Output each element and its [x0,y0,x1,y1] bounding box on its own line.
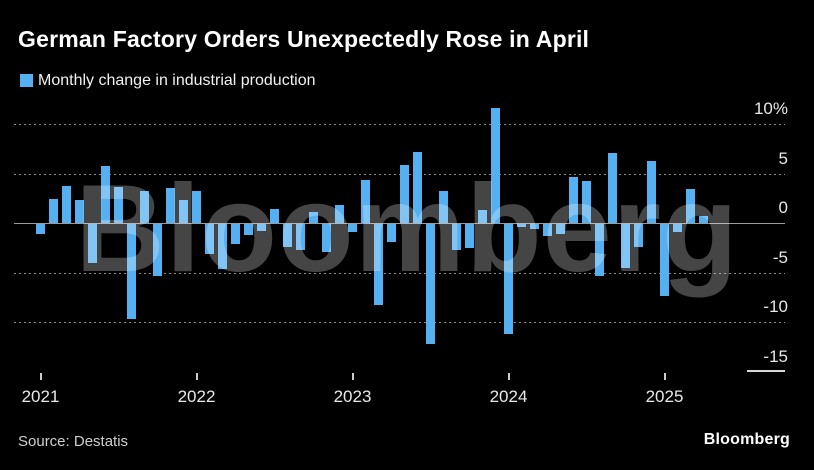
x-axis-tick [195,373,198,380]
x-axis-label: 2023 [333,387,372,406]
bar-2022-12 [334,205,345,223]
y-axis-label: -5 [772,247,788,267]
bar-2024-01 [503,224,514,334]
bar-2022-08 [282,224,293,247]
bar-2025-02 [672,224,683,232]
bar-2021-06 [100,165,111,223]
bar-2024-04 [542,224,553,236]
bar-2023-07 [425,224,436,344]
bar-2021-08 [126,224,137,320]
bar-2021-11 [165,188,176,223]
chart-title: German Factory Orders Unexpectedly Rose … [18,26,590,52]
bar-2021-01 [35,224,46,234]
bar-2024-02 [516,224,527,227]
bar-2023-09 [451,224,462,250]
bar-2022-10 [308,212,319,223]
x-axis-tick [39,373,42,380]
bar-2023-08 [438,191,449,223]
x-axis-tick [663,373,666,380]
bar-2021-02 [48,199,59,223]
bar-2024-06 [568,177,579,223]
y-axis-label: 0 [778,198,788,217]
bar-2022-11 [321,224,332,252]
gridline [14,173,785,175]
bar-2022-09 [295,224,306,250]
bar-2025-03 [685,189,696,223]
bar-2022-03 [217,224,228,269]
bar-2023-05 [399,164,410,223]
bar-2025-01 [659,224,670,297]
x-axis-tick [351,373,354,380]
y-axis-label: 10% [753,99,788,118]
bar-2023-02 [360,180,371,223]
bar-2021-10 [152,224,163,277]
bar-2021-12 [178,200,189,223]
bar-2023-03 [373,224,384,306]
gridline [14,124,785,125]
bar-2025-04 [698,216,709,223]
legend-color-swatch [20,74,33,87]
bar-2021-03 [61,186,72,223]
bar-2024-08 [594,224,605,277]
bar-2021-07 [113,187,124,223]
x-axis-label: 2025 [645,387,684,406]
bar-2024-10 [620,224,631,268]
y-axis-label: -15 [763,346,788,366]
bar-2021-05 [87,224,98,263]
bar-2022-04 [230,224,241,244]
right-axis-baseline [747,370,785,372]
y-axis-label: 5 [778,148,788,168]
bar-2024-09 [607,152,618,223]
bar-2023-04 [386,224,397,242]
x-axis-tick [507,373,510,380]
gridline [14,322,785,323]
y-axis-label: -10 [763,297,788,316]
zero-gridline [14,223,785,224]
bar-2022-02 [204,224,215,254]
bar-2022-05 [243,224,254,235]
bar-2024-05 [555,224,566,234]
bar-2024-11 [633,224,644,247]
bar-2024-07 [581,181,592,223]
x-axis-label: 2024 [489,387,528,406]
bar-2021-09 [139,191,150,223]
bar-2023-10 [464,224,475,248]
bar-2024-12 [646,160,657,223]
bar-2022-01 [191,191,202,223]
x-axis-label: 2021 [21,387,60,406]
x-axis-label: 2022 [177,387,216,406]
source-label: Source: Destatis [18,433,129,450]
bar-2022-07 [269,209,280,223]
legend-label: Monthly change in industrial production [38,72,316,89]
bar-2023-11 [477,210,488,223]
bar-2024-03 [529,224,540,229]
bloomberg-logo: Bloomberg [703,431,790,448]
bar-2023-12 [490,108,501,223]
bar-2022-06 [256,224,267,231]
bar-2023-01 [347,224,358,232]
gridline [14,272,785,274]
bar-2023-06 [412,151,423,223]
bar-2021-04 [74,200,85,223]
